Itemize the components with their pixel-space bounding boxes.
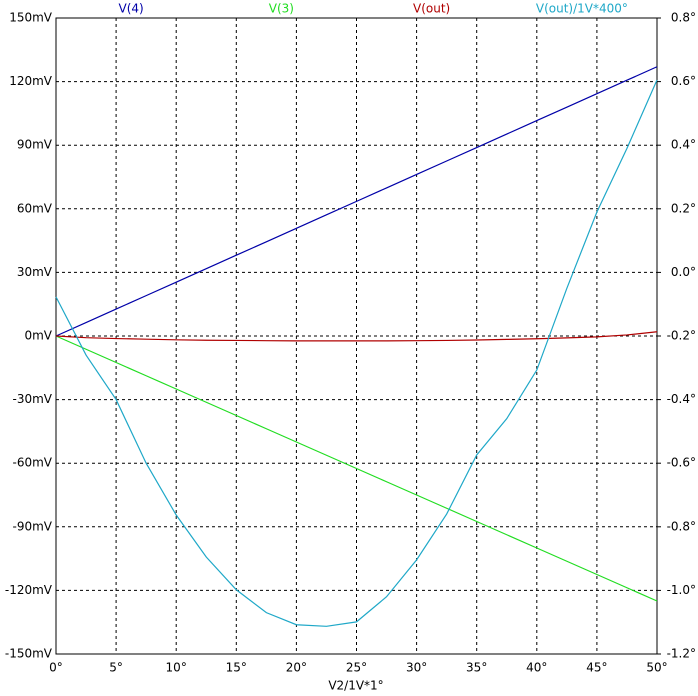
legend-entry: V(out)/1V*400°: [536, 2, 628, 16]
y2-tick-label: -1.2°: [667, 647, 696, 661]
y2-tick-label: 0.8°: [671, 11, 696, 25]
x-tick-label: 30°: [406, 661, 427, 675]
legend-entry: V(out): [413, 2, 450, 16]
y2-tick-label: 0.6°: [671, 74, 696, 88]
y-tick-label: -90mV: [13, 519, 53, 533]
y2-tick-label: -0.4°: [667, 392, 696, 406]
x-tick-label: 20°: [286, 661, 307, 675]
y2-tick-label: 0.2°: [671, 201, 696, 215]
y2-tick-label: -0.2°: [667, 329, 696, 343]
y-tick-label: 0mV: [24, 329, 52, 343]
y2-tick-label: -0.8°: [667, 519, 696, 533]
series-line: [55, 79, 658, 627]
y2-tick-label: 0.0°: [671, 265, 696, 279]
y-tick-label: 120mV: [9, 74, 53, 88]
legend-entry: V(4): [119, 2, 144, 16]
y-tick-label: -120mV: [5, 583, 53, 597]
y-tick-label: -60mV: [13, 456, 53, 470]
x-tick-label: 35°: [466, 661, 487, 675]
x-tick-label: 5°: [109, 661, 123, 675]
y-tick-label: -150mV: [5, 647, 53, 661]
y-tick-label: -30mV: [13, 392, 53, 406]
y-tick-label: 60mV: [17, 201, 53, 215]
series-line: [55, 66, 658, 337]
x-tick-label: 0°: [49, 661, 63, 675]
x-tick-label: 15°: [226, 661, 247, 675]
y-tick-label: 30mV: [17, 265, 53, 279]
y2-tick-label: 0.4°: [671, 138, 696, 152]
x-tick-label: 40°: [526, 661, 547, 675]
legend-entry: V(3): [269, 2, 294, 16]
x-tick-label: 10°: [166, 661, 187, 675]
x-tick-label: 25°: [346, 661, 367, 675]
x-tick-label: 50°: [646, 661, 667, 675]
x-axis-label: V2/1V*1°: [328, 679, 383, 693]
y-tick-label: 90mV: [17, 138, 53, 152]
x-tick-label: 45°: [586, 661, 607, 675]
y2-tick-label: -1.0°: [667, 583, 696, 597]
series-line: [55, 331, 658, 342]
y2-tick-label: -0.6°: [667, 456, 696, 470]
series-line: [55, 335, 658, 602]
y-tick-label: 150mV: [9, 11, 53, 25]
